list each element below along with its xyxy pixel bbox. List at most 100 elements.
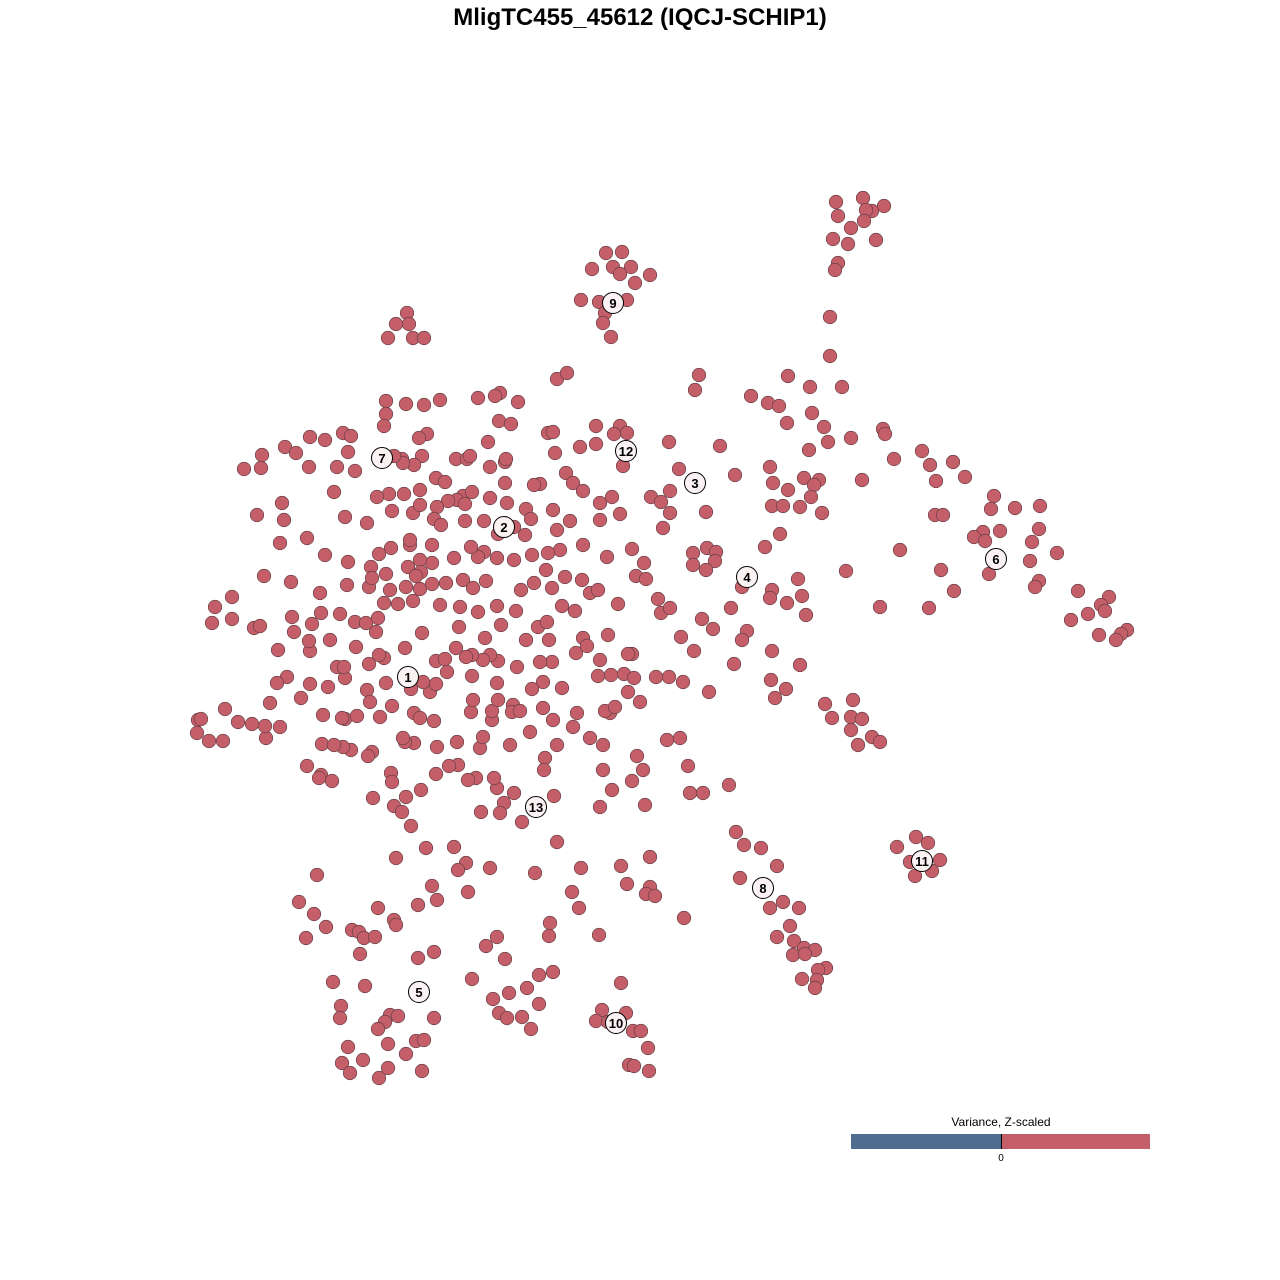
data-point <box>685 545 701 561</box>
data-point <box>685 557 701 573</box>
data-point <box>440 493 456 509</box>
data-point <box>402 532 418 548</box>
data-point <box>619 876 635 892</box>
data-point <box>249 507 265 523</box>
data-point <box>224 611 240 627</box>
data-point <box>253 460 269 476</box>
data-point <box>843 722 859 738</box>
data-point <box>384 698 400 714</box>
data-point <box>463 539 479 555</box>
data-point <box>629 748 645 764</box>
data-point <box>426 944 442 960</box>
legend-title: Variance, Z-scaled <box>951 1115 1051 1129</box>
data-point <box>614 244 630 260</box>
data-point <box>429 739 445 755</box>
data-point <box>340 554 356 570</box>
data-point <box>721 777 737 793</box>
data-point <box>416 330 432 346</box>
data-point <box>637 797 653 813</box>
points-layer <box>189 190 1135 1086</box>
data-point <box>786 933 802 949</box>
data-point <box>380 1036 396 1052</box>
cluster-label-text: 6 <box>992 552 999 567</box>
data-point <box>400 559 416 575</box>
data-point <box>986 488 1002 504</box>
data-point <box>769 858 785 874</box>
data-point <box>575 537 591 553</box>
data-point <box>414 1063 430 1079</box>
data-point <box>428 676 444 692</box>
cluster-label-text: 9 <box>609 296 616 311</box>
data-point <box>662 600 678 616</box>
data-point <box>470 390 486 406</box>
data-point <box>480 434 496 450</box>
data-point <box>920 835 936 851</box>
data-point <box>315 707 331 723</box>
data-point <box>364 570 380 586</box>
data-point <box>523 511 539 527</box>
data-point <box>424 555 440 571</box>
data-point <box>603 667 619 683</box>
data-point <box>607 699 623 715</box>
data-point <box>470 604 486 620</box>
data-point <box>426 713 442 729</box>
data-point <box>224 589 240 605</box>
data-point <box>1022 553 1038 569</box>
legend-colorbar <box>851 1134 1150 1149</box>
data-point <box>451 619 467 635</box>
data-point <box>814 505 830 521</box>
data-point <box>324 773 340 789</box>
data-point <box>383 540 399 556</box>
data-point <box>568 645 584 661</box>
data-point <box>325 974 341 990</box>
data-point <box>490 692 506 708</box>
data-point <box>545 712 561 728</box>
data-point <box>545 964 561 980</box>
data-point <box>293 690 309 706</box>
data-point <box>486 770 502 786</box>
data-point <box>484 703 500 719</box>
data-point <box>575 483 591 499</box>
data-point <box>301 459 317 475</box>
data-point <box>830 208 846 224</box>
cluster-label-1: 1 <box>397 666 419 688</box>
cluster-label-10: 10 <box>605 1012 627 1034</box>
data-point <box>889 839 905 855</box>
data-point <box>378 393 394 409</box>
data-point <box>413 782 429 798</box>
data-point <box>193 711 209 727</box>
data-point <box>726 656 742 672</box>
data-point <box>457 513 473 529</box>
cluster-label-9: 9 <box>602 292 624 314</box>
data-point <box>1007 500 1023 516</box>
data-point <box>771 398 787 414</box>
data-point <box>539 614 555 630</box>
data-point <box>460 884 476 900</box>
data-point <box>359 515 375 531</box>
data-point <box>470 549 486 565</box>
data-point <box>541 928 557 944</box>
data-point <box>687 382 703 398</box>
data-point <box>914 443 930 459</box>
data-point <box>569 705 585 721</box>
cluster-label-13: 13 <box>525 796 547 818</box>
data-point <box>334 710 350 726</box>
data-point <box>464 484 480 500</box>
data-point <box>357 978 373 994</box>
data-point <box>332 606 348 622</box>
data-point <box>378 406 394 422</box>
data-point <box>977 533 993 549</box>
data-point <box>624 773 640 789</box>
data-point <box>318 919 334 935</box>
data-point <box>573 292 589 308</box>
data-point <box>876 198 892 214</box>
data-point <box>619 425 635 441</box>
data-point <box>655 520 671 536</box>
data-point <box>302 676 318 692</box>
data-point <box>922 457 938 473</box>
data-point <box>360 748 376 764</box>
data-point <box>734 632 750 648</box>
data-point <box>410 897 426 913</box>
data-point <box>613 858 629 874</box>
data-point <box>1070 583 1086 599</box>
